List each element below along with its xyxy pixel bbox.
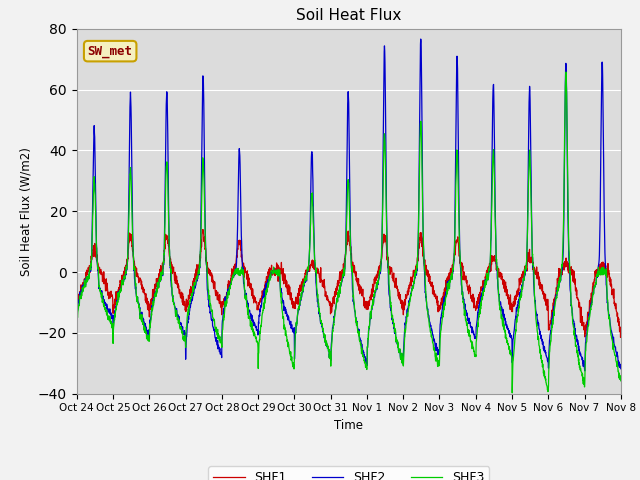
SHF3 <box>365 336 372 342</box>
SHF1 <box>584 313 592 319</box>
Y-axis label: Soil Heat Flux (W/m2): Soil Heat Flux (W/m2) <box>19 147 33 276</box>
Text: SW_met: SW_met <box>88 45 132 58</box>
SHF1 <box>73 298 81 304</box>
SHF1 <box>365 299 372 304</box>
SHF3 <box>617 378 625 384</box>
Title: Soil Heat Flux: Soil Heat Flux <box>296 9 401 24</box>
X-axis label: Time: Time <box>334 419 364 432</box>
SHF3 <box>225 290 232 296</box>
SHF1 <box>199 227 207 232</box>
Legend: SHF1, SHF2, SHF3: SHF1, SHF2, SHF3 <box>209 467 489 480</box>
SHF2 <box>376 270 384 276</box>
SHF3 <box>507 352 515 358</box>
SHF3 <box>570 322 577 328</box>
SHF3 <box>508 390 516 396</box>
SHF3 <box>376 267 384 273</box>
SHF3 <box>584 323 592 328</box>
SHF2 <box>507 334 515 339</box>
SHF2 <box>569 316 577 322</box>
SHF1 <box>507 300 515 306</box>
SHF2 <box>365 336 372 342</box>
SHF2 <box>73 312 81 317</box>
SHF3 <box>73 320 81 326</box>
Line: SHF3: SHF3 <box>77 72 621 393</box>
SHF1 <box>569 278 577 284</box>
SHF1 <box>376 260 384 266</box>
SHF1 <box>617 335 625 340</box>
SHF1 <box>225 288 232 294</box>
SHF3 <box>562 69 570 75</box>
Line: SHF2: SHF2 <box>77 39 621 371</box>
SHF2 <box>617 366 625 372</box>
Line: SHF1: SHF1 <box>77 229 621 337</box>
SHF2 <box>225 288 232 293</box>
SHF2 <box>584 318 592 324</box>
SHF1 <box>617 326 625 332</box>
SHF2 <box>417 36 424 42</box>
SHF2 <box>581 368 589 374</box>
